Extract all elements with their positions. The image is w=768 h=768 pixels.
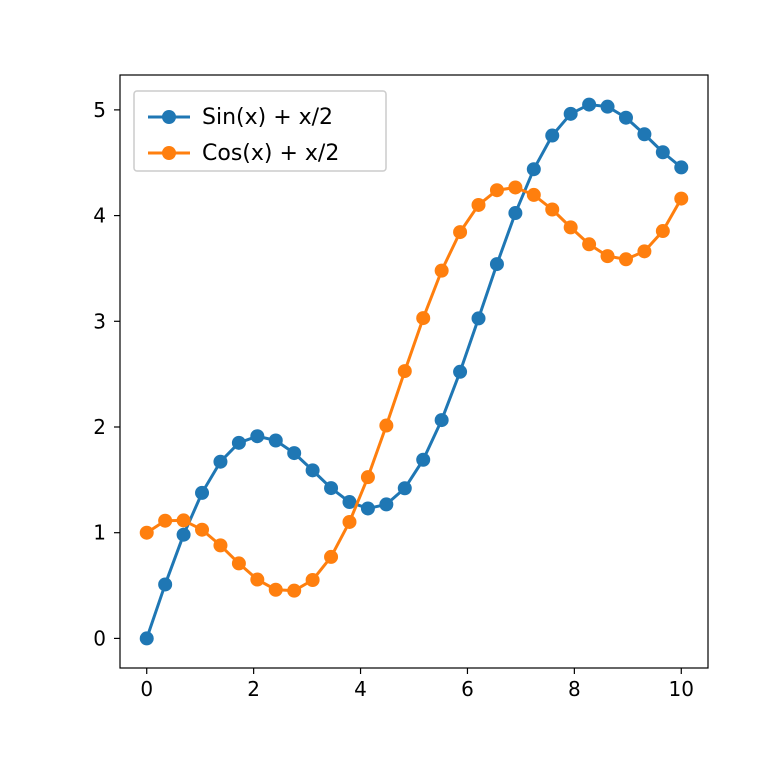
series-marker [269,434,283,448]
y-tick-label: 2 [93,415,106,439]
series-marker [398,364,412,378]
line-chart: 0 2 4 6 8 10 0 1 2 3 4 5 Sin(x) + x/2 Cos(x) + x/2 [0,0,768,768]
series-marker [619,111,633,125]
series-marker [601,100,615,114]
y-tick-label: 3 [93,309,106,333]
series-marker [656,224,670,238]
legend: Sin(x) + x/2 Cos(x) + x/2 [134,91,386,171]
legend-sample-marker [162,146,176,160]
series-marker [472,311,486,325]
series-marker [379,497,393,511]
series-marker [564,220,578,234]
x-tick-label: 6 [461,677,474,701]
series-marker [140,526,154,540]
series-marker [674,160,688,174]
series-marker [324,550,338,564]
series-marker [545,202,559,216]
series-marker [416,311,430,325]
series-marker [306,463,320,477]
series-marker [140,631,154,645]
series-marker [287,584,301,598]
series-marker [490,257,504,271]
series-marker [601,249,615,263]
series-marker [379,419,393,433]
series-marker [453,365,467,379]
series-marker [453,225,467,239]
series-marker [361,501,375,515]
series-marker [656,145,670,159]
series-marker [158,514,172,528]
series-marker [195,523,209,537]
series-marker [582,98,596,112]
series-marker [398,481,412,495]
y-tick-label: 1 [93,521,106,545]
series-marker [213,538,227,552]
series-marker [527,162,541,176]
series-marker [619,252,633,266]
series-marker [637,244,651,258]
series-marker [674,192,688,206]
y-tick-label: 5 [93,98,106,122]
series-marker [232,556,246,570]
series-marker [195,486,209,500]
y-tick-label: 0 [93,626,106,650]
series-marker [545,129,559,143]
series-marker [232,436,246,450]
series-marker [324,481,338,495]
legend-label: Cos(x) + x/2 [202,141,339,166]
legend-label: Sin(x) + x/2 [202,105,333,130]
series-marker [250,573,264,587]
series-marker [435,413,449,427]
series-marker [637,127,651,141]
chart-container: 0 2 4 6 8 10 0 1 2 3 4 5 Sin(x) + x/2 Cos(x) + x/2 [0,0,768,768]
series-marker [582,237,596,251]
series-marker [435,264,449,278]
series-marker [416,453,430,467]
series-marker [287,446,301,460]
x-tick-label: 4 [354,677,367,701]
series-marker [177,513,191,527]
x-tick-label: 8 [568,677,581,701]
series-marker [361,470,375,484]
series-marker [508,180,522,194]
legend-sample-marker [162,110,176,124]
series-marker [342,515,356,529]
series-marker [177,528,191,542]
x-tick-label: 0 [140,677,153,701]
series-marker [527,188,541,202]
series-marker [213,455,227,469]
series-marker [472,198,486,212]
x-tick-label: 2 [247,677,260,701]
series-marker [508,206,522,220]
series-marker [269,583,283,597]
series-marker [564,107,578,121]
series-marker [158,577,172,591]
y-tick-label: 4 [93,204,106,228]
x-tick-label: 10 [669,677,694,701]
series-marker [250,429,264,443]
series-marker [490,183,504,197]
series-marker [306,573,320,587]
